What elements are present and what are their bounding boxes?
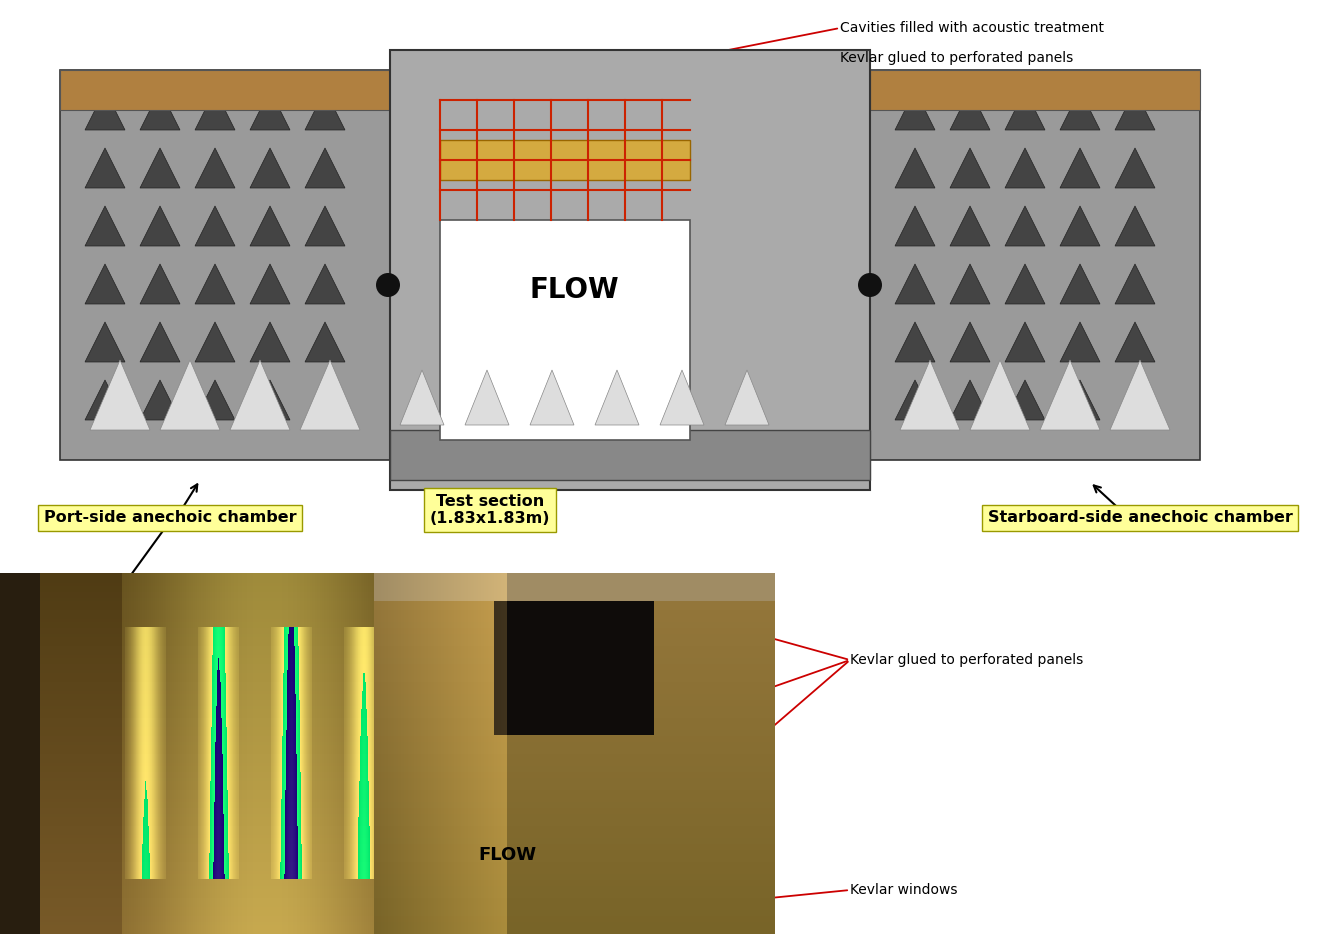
Text: Kevlar windows: Kevlar windows	[849, 883, 957, 897]
Polygon shape	[250, 264, 290, 304]
Polygon shape	[140, 380, 180, 420]
Bar	[60, 70, 391, 460]
Text: Kevlar glued to perforated panels: Kevlar glued to perforated panels	[849, 653, 1083, 667]
Polygon shape	[950, 148, 990, 188]
Polygon shape	[229, 360, 290, 430]
Bar	[440, 140, 690, 180]
Polygon shape	[725, 370, 769, 425]
Polygon shape	[305, 380, 345, 420]
Polygon shape	[1115, 206, 1155, 246]
Text: Test section
(1.83x1.83m): Test section (1.83x1.83m)	[429, 494, 550, 526]
Polygon shape	[1115, 264, 1155, 304]
Polygon shape	[1060, 322, 1100, 362]
Polygon shape	[85, 148, 125, 188]
Polygon shape	[305, 322, 345, 362]
Polygon shape	[301, 360, 360, 430]
Polygon shape	[90, 360, 150, 430]
Text: Kevlar glued to perforated panels: Kevlar glued to perforated panels	[840, 51, 1074, 65]
Polygon shape	[1005, 90, 1045, 130]
Polygon shape	[950, 380, 990, 420]
Polygon shape	[895, 380, 935, 420]
Text: FLOW: FLOW	[530, 276, 620, 304]
Polygon shape	[1060, 148, 1100, 188]
Polygon shape	[1115, 322, 1155, 362]
Polygon shape	[895, 148, 935, 188]
Polygon shape	[1060, 90, 1100, 130]
Polygon shape	[400, 370, 444, 425]
Polygon shape	[305, 148, 345, 188]
Polygon shape	[85, 322, 125, 362]
Polygon shape	[250, 322, 290, 362]
Polygon shape	[950, 322, 990, 362]
Text: Port-side anechoic chamber: Port-side anechoic chamber	[44, 511, 297, 526]
Text: Cavities filled with acoustic treatment: Cavities filled with acoustic treatment	[840, 21, 1104, 35]
Polygon shape	[140, 148, 180, 188]
Polygon shape	[305, 264, 345, 304]
Polygon shape	[160, 360, 220, 430]
Polygon shape	[250, 206, 290, 246]
Polygon shape	[140, 206, 180, 246]
Polygon shape	[1060, 264, 1100, 304]
Bar	[50, 10, 1249, 490]
Polygon shape	[950, 264, 990, 304]
Polygon shape	[595, 370, 639, 425]
Bar	[870, 70, 1200, 110]
Polygon shape	[140, 322, 180, 362]
Polygon shape	[195, 148, 235, 188]
Polygon shape	[140, 90, 180, 130]
Polygon shape	[1115, 148, 1155, 188]
Polygon shape	[195, 380, 235, 420]
Polygon shape	[1005, 380, 1045, 420]
Bar	[60, 70, 391, 110]
Polygon shape	[85, 206, 125, 246]
Polygon shape	[85, 380, 125, 420]
Polygon shape	[250, 380, 290, 420]
Polygon shape	[140, 264, 180, 304]
Text: Starboard-side anechoic chamber: Starboard-side anechoic chamber	[988, 511, 1292, 526]
Polygon shape	[900, 360, 960, 430]
Polygon shape	[1110, 360, 1170, 430]
Polygon shape	[305, 90, 345, 130]
Bar	[391, 50, 870, 490]
Circle shape	[858, 273, 882, 297]
Bar	[391, 430, 870, 480]
Bar	[440, 220, 690, 440]
Polygon shape	[85, 264, 125, 304]
Polygon shape	[305, 206, 345, 246]
Polygon shape	[1115, 90, 1155, 130]
Polygon shape	[1060, 206, 1100, 246]
Polygon shape	[1115, 380, 1155, 420]
Polygon shape	[1060, 380, 1100, 420]
Text: FLOW: FLOW	[478, 846, 535, 864]
Polygon shape	[1005, 206, 1045, 246]
Polygon shape	[660, 370, 705, 425]
Polygon shape	[895, 90, 935, 130]
Polygon shape	[1005, 322, 1045, 362]
Polygon shape	[195, 264, 235, 304]
Polygon shape	[895, 264, 935, 304]
Polygon shape	[1040, 360, 1100, 430]
Polygon shape	[250, 148, 290, 188]
Polygon shape	[85, 90, 125, 130]
Polygon shape	[1005, 264, 1045, 304]
Polygon shape	[530, 370, 574, 425]
Polygon shape	[895, 322, 935, 362]
Bar	[870, 70, 1200, 460]
Circle shape	[376, 273, 400, 297]
Polygon shape	[250, 90, 290, 130]
Polygon shape	[195, 322, 235, 362]
Polygon shape	[1005, 148, 1045, 188]
Polygon shape	[195, 90, 235, 130]
Polygon shape	[950, 90, 990, 130]
Polygon shape	[970, 360, 1031, 430]
Polygon shape	[895, 206, 935, 246]
Polygon shape	[195, 206, 235, 246]
Polygon shape	[950, 206, 990, 246]
Polygon shape	[464, 370, 509, 425]
